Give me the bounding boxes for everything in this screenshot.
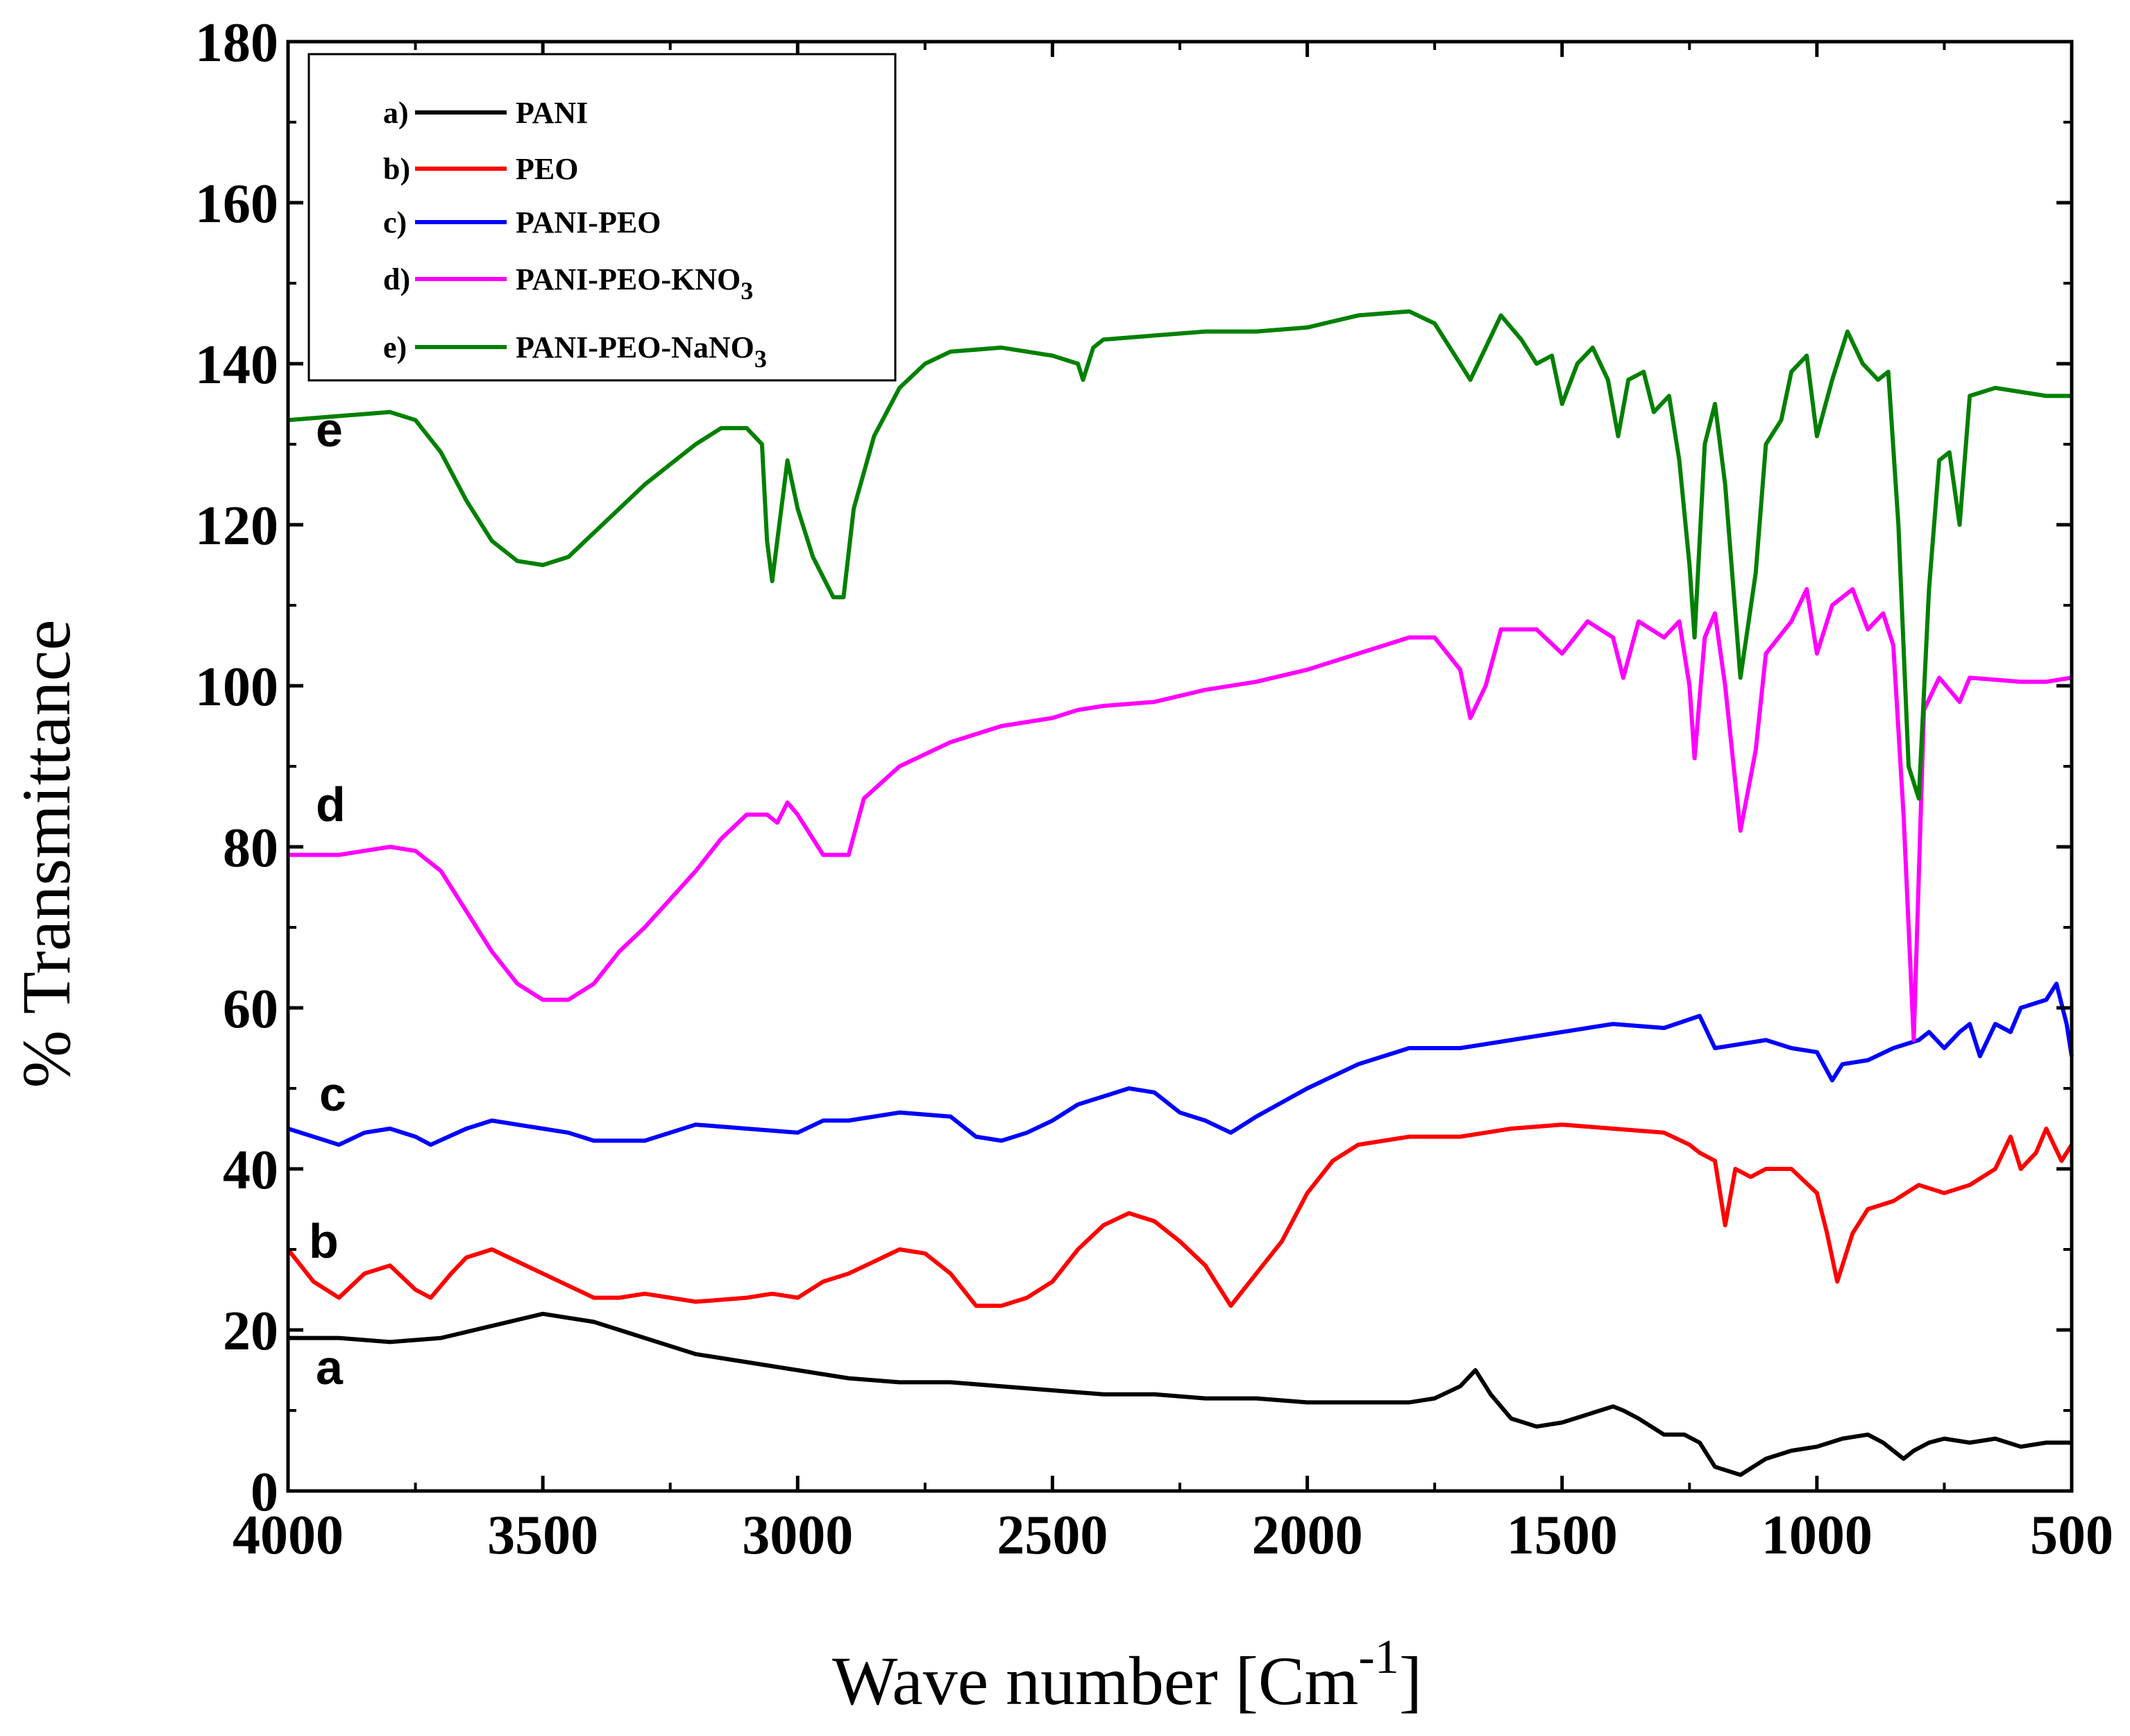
legend-key: b): [383, 152, 410, 186]
y-tick-label: 0: [251, 1462, 278, 1523]
x-axis-title-main: Wave number [Cm: [832, 1642, 1358, 1719]
series-line-e: [287, 309, 2072, 801]
legend-label: PANI-PEO: [516, 205, 661, 239]
series-letters: a b c d e: [309, 403, 346, 1394]
series-letter-b: b: [309, 1214, 339, 1268]
legend-key: d): [383, 262, 410, 296]
x-tick-label: 3500: [487, 1505, 598, 1566]
x-axis-title-close: ]: [1399, 1642, 1422, 1719]
legend-key: a): [383, 96, 409, 130]
legend-label: PANI-PEO-KNO3: [516, 262, 753, 305]
y-tick-label: 160: [195, 174, 278, 235]
x-axis-title-superscript: -1: [1358, 1630, 1398, 1684]
legend: a) PANI b) PEO c) PANI-PEO d) PANI-PEO-KNO3 e) PA…: [307, 53, 897, 382]
series-line-c: [287, 981, 2074, 1147]
legend-entry-1: a) PANI: [383, 96, 588, 130]
y-tick-label: 40: [223, 1140, 278, 1201]
series-letter-a: a: [316, 1340, 344, 1394]
series-letter-e: e: [316, 403, 343, 457]
y-axis-title: % Transmittance: [8, 620, 85, 1088]
legend-label: PANI-PEO-NaNO3: [516, 330, 767, 373]
series-line-b: [286, 1122, 2074, 1308]
legend-entry-5: e) PANI-PEO-NaNO3: [383, 330, 767, 373]
x-tick-label: 4000: [233, 1505, 344, 1566]
x-axis-title: Wave number [Cm-1]: [832, 1630, 1422, 1719]
legend-entry-4: d) PANI-PEO-KNO3: [383, 262, 753, 305]
legend-box: [307, 53, 897, 382]
x-tick-label: 2500: [997, 1505, 1108, 1566]
x-tick-label: 1000: [1761, 1505, 1873, 1566]
y-tick-label: 180: [195, 12, 278, 74]
series-letter-c: c: [319, 1067, 346, 1121]
x-tick-label: 500: [2030, 1505, 2113, 1566]
y-tick-label: 60: [223, 979, 278, 1040]
y-tick-label: 120: [195, 496, 278, 557]
x-tick-label: 3000: [742, 1505, 853, 1566]
y-tick-label: 80: [223, 818, 278, 879]
series-line-d: [288, 587, 2072, 1043]
x-tick-label: 2000: [1252, 1505, 1363, 1566]
x-tick-label: 1500: [1507, 1505, 1618, 1566]
legend-entry-3: c) PANI-PEO: [383, 205, 661, 239]
y-tick-label: 20: [223, 1301, 278, 1362]
legend-key: c): [383, 205, 407, 239]
legend-key: e): [383, 330, 407, 364]
series-line-a: [288, 1311, 2072, 1477]
axes-layer: 4000 3500 3000 2500 2000 1500 1000 500 0 20 40 60 80…: [195, 12, 2113, 1566]
y-tick-label: 100: [195, 657, 278, 718]
y-tick-label: 140: [195, 335, 278, 396]
series-layer: [286, 309, 2074, 1477]
legend-entry-2: b) PEO: [383, 152, 578, 186]
legend-label: PANI: [516, 96, 588, 130]
series-letter-d: d: [316, 777, 346, 832]
legend-label: PEO: [516, 152, 578, 186]
